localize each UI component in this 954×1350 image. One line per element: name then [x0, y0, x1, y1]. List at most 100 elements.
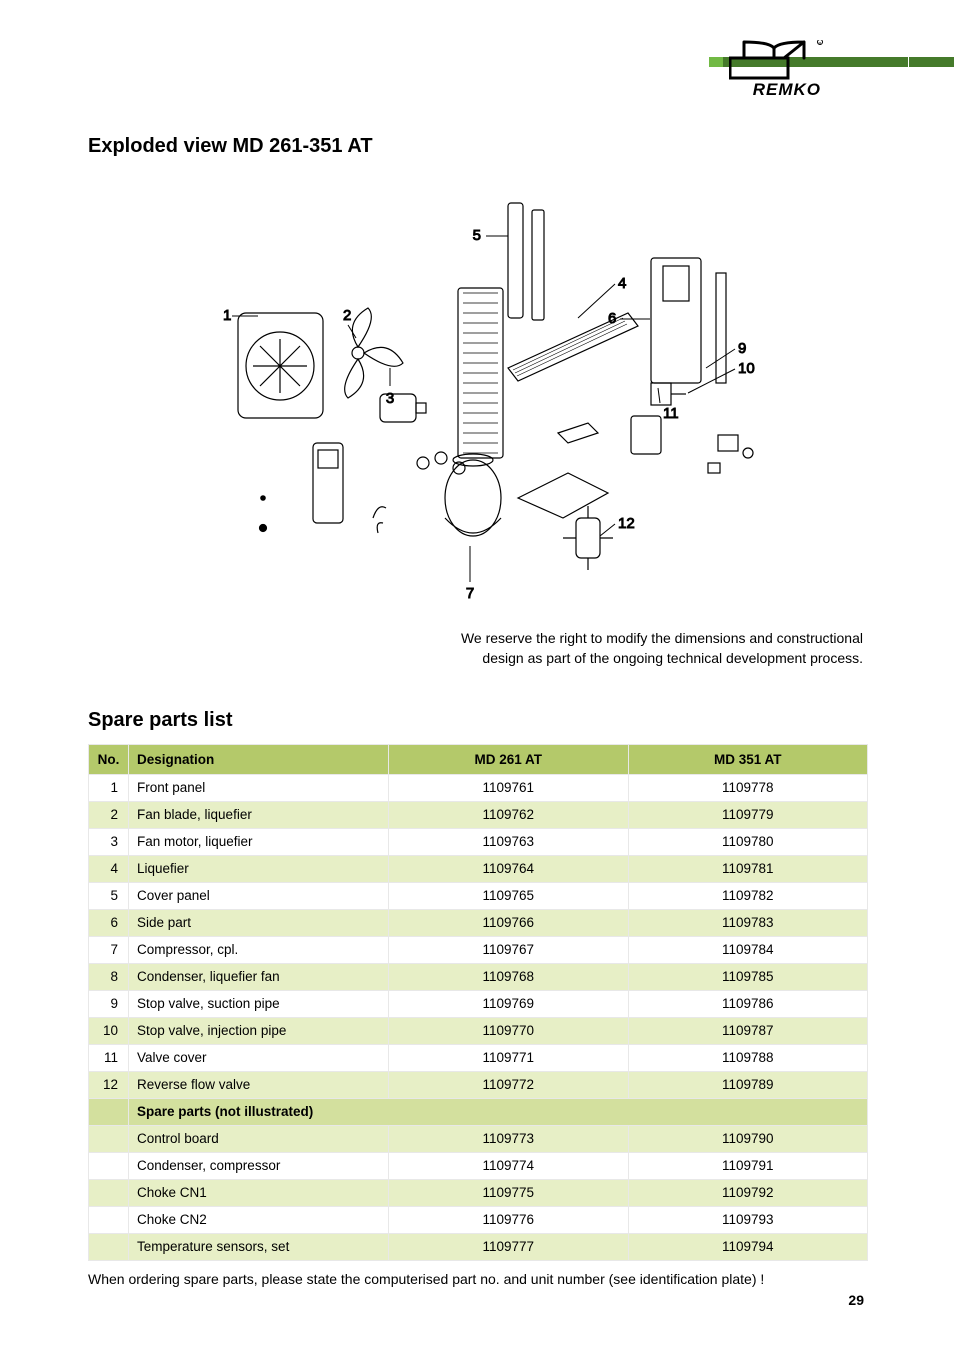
cell-md351: 1109788	[628, 1044, 868, 1071]
table-row: 2Fan blade, liquefier11097621109779	[89, 801, 868, 828]
cell-md351: 1109785	[628, 963, 868, 990]
cell-md261: 1109764	[389, 855, 629, 882]
table-row: 11Valve cover11097711109788	[89, 1044, 868, 1071]
cell-md261: 1109769	[389, 990, 629, 1017]
col-designation: Designation	[129, 744, 389, 774]
cell-no: 9	[89, 990, 129, 1017]
cell-md351: 1109781	[628, 855, 868, 882]
cell-designation: Condenser, liquefier fan	[129, 963, 389, 990]
remko-logo-text: REMKO	[753, 80, 821, 100]
table-row: 5Cover panel11097651109782	[89, 882, 868, 909]
cell-no: 10	[89, 1017, 129, 1044]
cell-md351: 1109783	[628, 909, 868, 936]
cell-md261: 1109776	[389, 1206, 629, 1233]
cell-no	[89, 1179, 129, 1206]
cell-designation: Stop valve, injection pipe	[129, 1017, 389, 1044]
cell-no	[89, 1152, 129, 1179]
table-row: 1Front panel11097611109778	[89, 774, 868, 801]
col-md351: MD 351 AT	[628, 744, 868, 774]
cell-md261: 1109765	[389, 882, 629, 909]
cell-no: 2	[89, 801, 129, 828]
table-row: 9Stop valve, suction pipe11097691109786	[89, 990, 868, 1017]
cell-md351: 1109792	[628, 1179, 868, 1206]
cell-md261: 1109762	[389, 801, 629, 828]
cell-no: 5	[89, 882, 129, 909]
cell-md261: 1109767	[389, 936, 629, 963]
cell-md351: 1109780	[628, 828, 868, 855]
table-row: Choke CN211097761109793	[89, 1206, 868, 1233]
cell-designation: Cover panel	[129, 882, 389, 909]
cell-designation: Side part	[129, 909, 389, 936]
cell-md261: 1109768	[389, 963, 629, 990]
cell-no: 7	[89, 936, 129, 963]
cell-designation: Choke CN1	[129, 1179, 389, 1206]
cell-designation: Liquefier	[129, 855, 389, 882]
cell-no: 8	[89, 963, 129, 990]
table-row: 10Stop valve, injection pipe110977011097…	[89, 1017, 868, 1044]
cell-md351: 1109778	[628, 774, 868, 801]
cell-no	[89, 1125, 129, 1152]
cell-designation: Reverse flow valve	[129, 1071, 389, 1098]
cell-md351: 1109789	[628, 1071, 868, 1098]
cell-md261: 1109770	[389, 1017, 629, 1044]
exploded-view-heading: Exploded view MD 261-351 AT	[88, 135, 868, 158]
cell-designation: Compressor, cpl.	[129, 936, 389, 963]
cell-designation: Stop valve, suction pipe	[129, 990, 389, 1017]
diagram-disclaimer: We reserve the right to modify the dimen…	[88, 628, 868, 669]
page-number: 29	[848, 1292, 864, 1308]
cell-md261: 1109772	[389, 1071, 629, 1098]
cell-designation: Control board	[129, 1125, 389, 1152]
cell-md261: 1109766	[389, 909, 629, 936]
cell-no: 1	[89, 774, 129, 801]
cell-md261: 1109775	[389, 1179, 629, 1206]
cell-designation: Temperature sensors, set	[129, 1233, 389, 1260]
cell-md261: 1109773	[389, 1125, 629, 1152]
table-row: 4Liquefier11097641109781	[89, 855, 868, 882]
cell-no	[89, 1206, 129, 1233]
cell-no: 3	[89, 828, 129, 855]
table-row: 3Fan motor, liquefier11097631109780	[89, 828, 868, 855]
cell-designation: Front panel	[129, 774, 389, 801]
cell-designation: Condenser, compressor	[129, 1152, 389, 1179]
cell-no: 6	[89, 909, 129, 936]
cell-md261: 1109777	[389, 1233, 629, 1260]
col-md261: MD 261 AT	[389, 744, 629, 774]
cell-no: 11	[89, 1044, 129, 1071]
cell-md351: 1109790	[628, 1125, 868, 1152]
spare-parts-subheader-row: Spare parts (not illustrated)	[89, 1098, 868, 1125]
table-row: 12Reverse flow valve11097721109789	[89, 1071, 868, 1098]
cell-md351: 1109782	[628, 882, 868, 909]
table-row: 6Side part11097661109783	[89, 909, 868, 936]
cell-md351: 1109784	[628, 936, 868, 963]
cell-md351: 1109787	[628, 1017, 868, 1044]
svg-text:R: R	[819, 41, 822, 46]
table-row: 8Condenser, liquefier fan11097681109785	[89, 963, 868, 990]
cell-md351: 1109794	[628, 1233, 868, 1260]
ordering-note: When ordering spare parts, please state …	[88, 1271, 868, 1287]
cell-md261: 1109763	[389, 828, 629, 855]
remko-logo: R	[729, 40, 824, 80]
spare-parts-subheader: Spare parts (not illustrated)	[129, 1098, 868, 1125]
exploded-diagram: 5 4 6 1 2 9	[88, 188, 868, 623]
table-row: Choke CN111097751109792	[89, 1179, 868, 1206]
table-row: 7Compressor, cpl.11097671109784	[89, 936, 868, 963]
cell-no: 12	[89, 1071, 129, 1098]
spare-parts-table: No. Designation MD 261 AT MD 351 AT 1Fro…	[88, 744, 868, 1261]
spare-parts-heading: Spare parts list	[88, 709, 868, 732]
cell-md351: 1109791	[628, 1152, 868, 1179]
cell-md261: 1109771	[389, 1044, 629, 1071]
cell-designation: Fan blade, liquefier	[129, 801, 389, 828]
cell-designation: Fan motor, liquefier	[129, 828, 389, 855]
table-row: Control board11097731109790	[89, 1125, 868, 1152]
cell-md351: 1109786	[628, 990, 868, 1017]
cell-designation: Valve cover	[129, 1044, 389, 1071]
table-row: Temperature sensors, set11097771109794	[89, 1233, 868, 1260]
cell-no: 4	[89, 855, 129, 882]
cell-designation: Choke CN2	[129, 1206, 389, 1233]
cell-no	[89, 1233, 129, 1260]
cell-md261: 1109761	[389, 774, 629, 801]
col-no: No.	[89, 744, 129, 774]
cell-md351: 1109779	[628, 801, 868, 828]
cell-md351: 1109793	[628, 1206, 868, 1233]
cell-md261: 1109774	[389, 1152, 629, 1179]
